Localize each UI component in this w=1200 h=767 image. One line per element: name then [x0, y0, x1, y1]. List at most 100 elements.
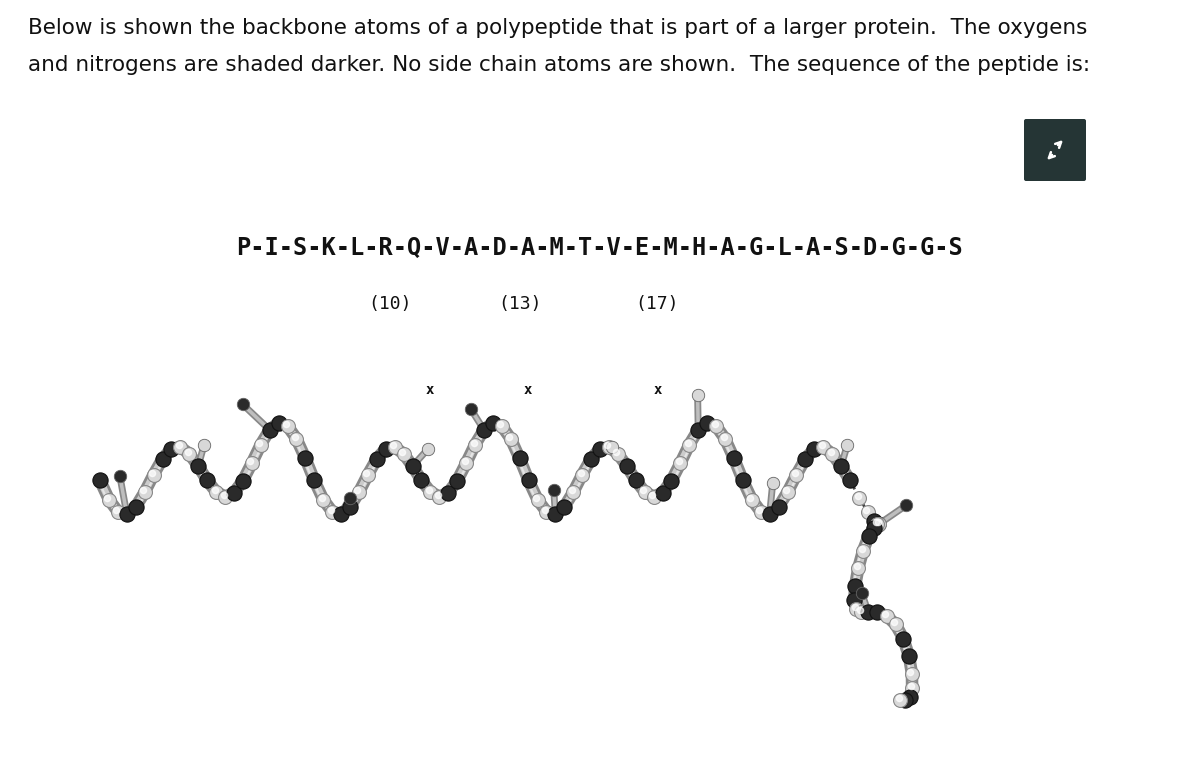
- Point: [461, 403, 480, 415]
- Point: [590, 443, 610, 455]
- Point: [582, 453, 601, 465]
- Point: [688, 388, 707, 400]
- Point: [98, 492, 118, 504]
- Text: P-I-S-K-L-R-Q-V-A-D-A-M-T-V-E-M-H-A-G-L-A-S-D-G-G-S: P-I-S-K-L-R-Q-V-A-D-A-M-T-V-E-M-H-A-G-L-…: [236, 236, 964, 260]
- Text: Below is shown the backbone atoms of a polypeptide that is part of a larger prot: Below is shown the backbone atoms of a p…: [28, 18, 1087, 38]
- Point: [216, 490, 235, 502]
- Point: [776, 484, 796, 496]
- Point: [707, 420, 726, 432]
- Point: [805, 443, 824, 455]
- Point: [107, 503, 126, 515]
- Point: [678, 436, 697, 449]
- Point: [340, 492, 359, 504]
- Point: [323, 505, 342, 518]
- Point: [206, 486, 226, 498]
- Point: [118, 508, 137, 520]
- Point: [180, 448, 199, 460]
- Point: [242, 457, 262, 469]
- Point: [679, 439, 698, 451]
- Point: [846, 580, 865, 592]
- Point: [889, 692, 908, 704]
- Point: [750, 503, 769, 515]
- Point: [845, 594, 864, 607]
- Point: [418, 443, 437, 456]
- Point: [598, 439, 617, 451]
- Point: [607, 446, 626, 458]
- Point: [900, 650, 919, 663]
- Point: [455, 455, 474, 467]
- Text: and nitrogens are shaded darker. No side chain atoms are shown.  The sequence of: and nitrogens are shaded darker. No side…: [28, 55, 1090, 75]
- Point: [198, 474, 217, 486]
- Point: [751, 505, 770, 518]
- Point: [864, 515, 883, 527]
- Point: [642, 489, 661, 501]
- Point: [635, 486, 654, 498]
- Point: [617, 460, 636, 472]
- Point: [778, 486, 797, 499]
- Point: [169, 439, 188, 451]
- Point: [689, 423, 708, 436]
- Point: [602, 440, 622, 453]
- Point: [697, 416, 716, 429]
- Point: [785, 466, 804, 479]
- Point: [845, 601, 864, 613]
- Point: [901, 666, 920, 678]
- Point: [742, 493, 761, 505]
- Point: [876, 607, 895, 620]
- Point: [536, 505, 556, 518]
- Point: [715, 433, 734, 445]
- Point: [224, 487, 244, 499]
- Point: [510, 453, 529, 465]
- Point: [394, 448, 413, 460]
- Point: [499, 430, 518, 443]
- Point: [144, 469, 163, 481]
- Point: [108, 505, 127, 518]
- Point: [367, 453, 386, 465]
- Point: [341, 501, 360, 513]
- Point: [869, 518, 888, 531]
- Point: [822, 448, 841, 460]
- Point: [162, 443, 181, 455]
- Point: [384, 439, 403, 451]
- Point: [233, 398, 252, 410]
- Point: [847, 560, 866, 572]
- Point: [626, 474, 646, 486]
- Point: [902, 682, 922, 694]
- Point: [100, 493, 119, 505]
- Point: [866, 516, 886, 528]
- Point: [376, 443, 395, 455]
- Point: [295, 453, 314, 465]
- Point: [359, 469, 378, 481]
- Point: [902, 668, 922, 680]
- Point: [535, 503, 554, 515]
- Point: [90, 474, 109, 486]
- Point: [214, 489, 233, 501]
- Point: [286, 430, 305, 443]
- Point: [852, 587, 871, 599]
- Point: [740, 492, 760, 504]
- Point: [287, 433, 306, 445]
- Point: [852, 606, 871, 618]
- Text: x: x: [524, 383, 532, 397]
- Point: [233, 475, 252, 487]
- Point: [763, 477, 782, 489]
- Point: [850, 492, 869, 504]
- Point: [110, 469, 130, 482]
- Point: [662, 475, 682, 487]
- Point: [392, 446, 412, 458]
- Point: [868, 518, 887, 531]
- Text: (13): (13): [498, 295, 541, 313]
- Point: [194, 439, 214, 452]
- Point: [241, 455, 260, 467]
- Point: [419, 484, 438, 496]
- Point: [152, 453, 172, 465]
- Point: [859, 530, 878, 542]
- Point: [870, 518, 889, 531]
- Point: [385, 441, 404, 453]
- Point: [143, 466, 162, 479]
- Point: [312, 492, 331, 504]
- Point: [572, 469, 592, 481]
- Point: [787, 469, 806, 481]
- Point: [599, 441, 618, 453]
- Point: [901, 680, 920, 693]
